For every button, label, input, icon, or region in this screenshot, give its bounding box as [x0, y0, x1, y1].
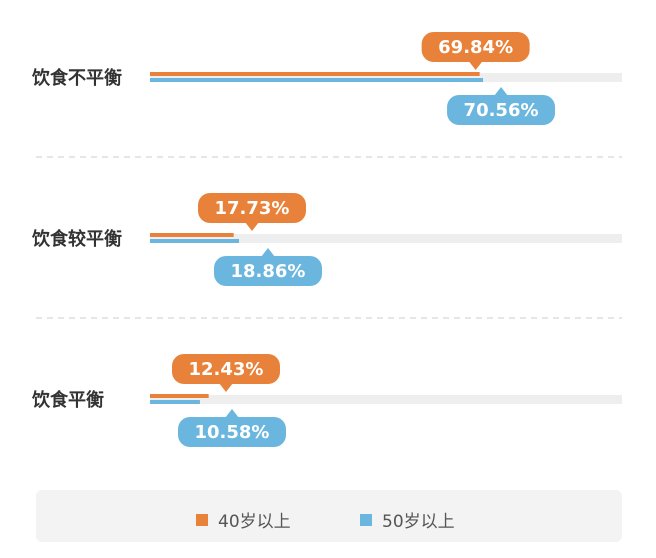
value-50-2-pointer [225, 409, 239, 418]
value-50-2-bubble [178, 417, 286, 447]
legend-label-40: 40岁以上 [218, 512, 291, 532]
bar-50-0 [150, 78, 484, 82]
category-label-1: 饮食较平衡 [31, 228, 122, 250]
value-50-0-pointer [494, 87, 509, 96]
legend-item-50: 50岁以上 [360, 507, 455, 532]
value-50-1-bubble [214, 256, 322, 286]
value-40-2-bubble [172, 354, 280, 384]
value-50-2-label: 10.58% [195, 422, 270, 443]
bar-50-1 [150, 239, 240, 243]
legend-swatch-50 [360, 513, 372, 526]
legend-item-40: 40岁以上 [196, 507, 291, 532]
bar-track-2 [150, 395, 622, 404]
legend-label-50: 50岁以上 [382, 512, 455, 532]
value-50-0-bubble [447, 95, 556, 125]
chart-legend: 40岁以上 50岁以上 [36, 490, 622, 542]
value-40-2-pointer [219, 383, 233, 392]
category-label-0: 饮食不平衡 [31, 67, 122, 89]
value-50-1-label: 18.86% [231, 261, 306, 282]
bar-40-0 [150, 72, 480, 76]
bar-track-1 [150, 234, 622, 243]
value-40-1-pointer [245, 222, 259, 231]
value-40-0-pointer [468, 61, 483, 70]
category-label-2: 饮食平衡 [31, 389, 104, 411]
value-40-2-label: 12.43% [189, 359, 264, 380]
bar-40-2 [150, 394, 209, 398]
bar-track-0 [150, 73, 622, 82]
bar-50-2 [150, 400, 200, 404]
value-50-1-pointer [261, 248, 275, 257]
value-40-1-bubble [198, 193, 306, 223]
legend-swatch-40 [196, 513, 208, 526]
value-50-0-label: 70.56% [464, 100, 539, 121]
value-40-1-label: 17.73% [215, 198, 290, 219]
bar-40-1 [150, 233, 234, 237]
value-40-0-label: 69.84% [438, 37, 513, 58]
value-40-0-bubble [421, 32, 530, 62]
